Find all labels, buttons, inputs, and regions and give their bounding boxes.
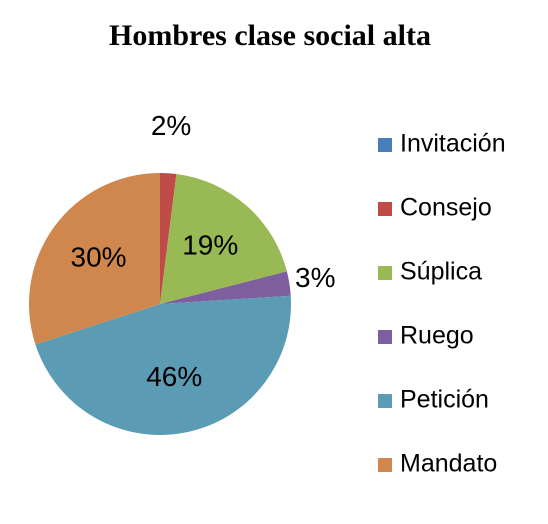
data-label: 46% <box>146 361 202 392</box>
data-label: 19% <box>182 229 238 260</box>
legend-label: Mandato <box>400 450 497 478</box>
legend-label: Súplica <box>400 258 482 286</box>
legend-label: Petición <box>400 386 489 414</box>
legend-swatch <box>378 266 392 280</box>
legend-swatch <box>378 458 392 472</box>
pie-slice <box>28 173 160 345</box>
data-label: 3% <box>295 262 335 293</box>
legend-label: Ruego <box>400 322 474 350</box>
legend-swatch <box>378 138 392 152</box>
legend-label: Consejo <box>400 194 492 222</box>
pie-slice <box>160 271 291 304</box>
data-label: 2% <box>151 110 191 141</box>
legend-swatch <box>378 202 392 216</box>
legend-swatch <box>378 394 392 408</box>
pie-slice <box>160 173 177 304</box>
chart-title: Hombres clase social alta <box>109 19 431 52</box>
pie-slice <box>160 174 287 304</box>
pie-slice <box>35 295 292 436</box>
legend-label: Invitación <box>400 130 506 158</box>
legend-swatch <box>378 330 392 344</box>
data-label: 30% <box>71 242 127 273</box>
